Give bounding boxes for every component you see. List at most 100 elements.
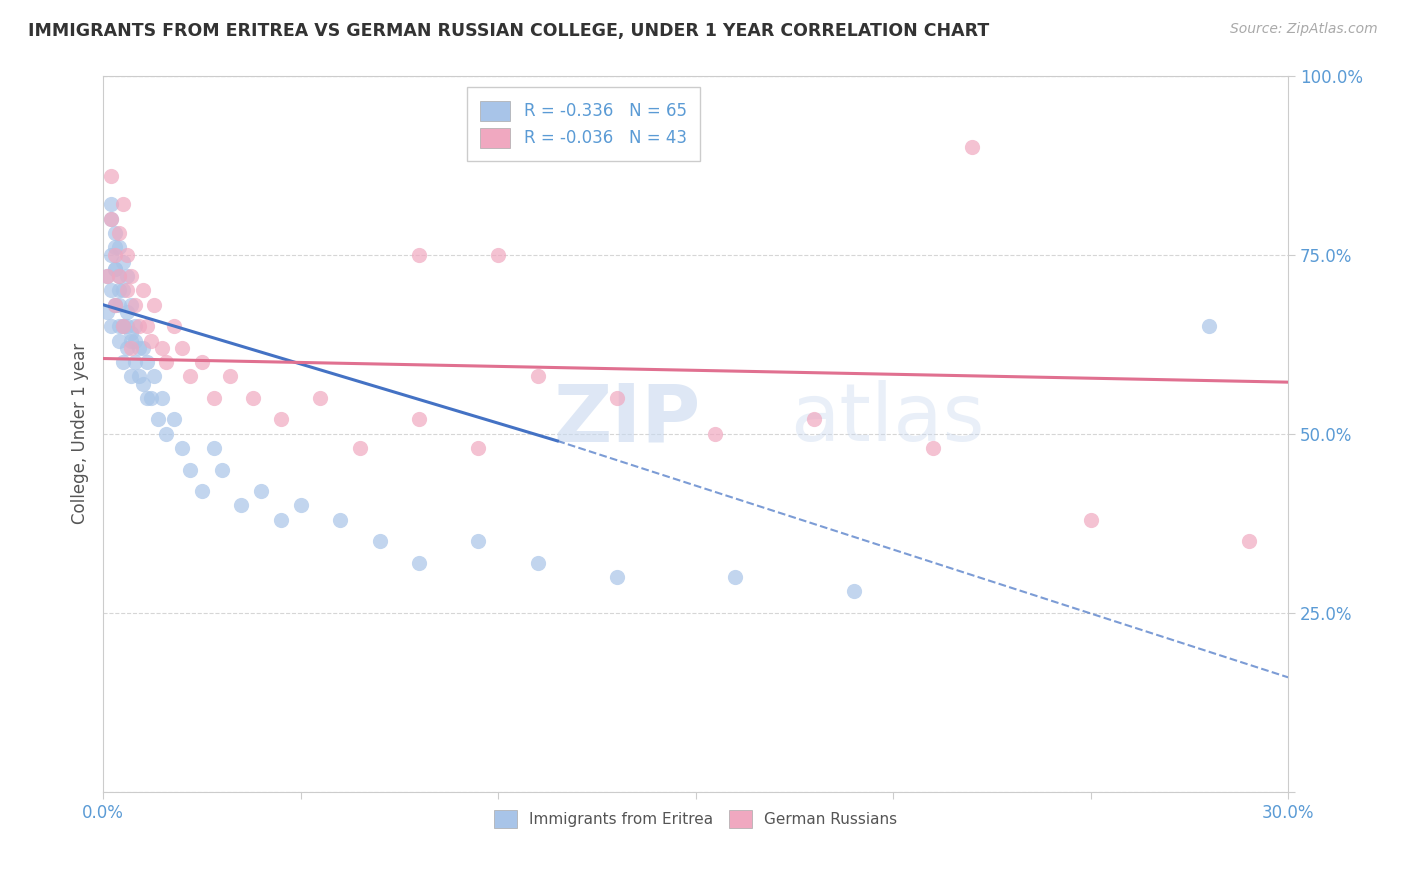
Point — [104, 262, 127, 277]
Point — [408, 556, 430, 570]
Point — [100, 197, 122, 211]
Point — [172, 341, 194, 355]
Point — [108, 319, 131, 334]
Point — [111, 319, 134, 334]
Point — [135, 319, 157, 334]
Text: IMMIGRANTS FROM ERITREA VS GERMAN RUSSIAN COLLEGE, UNDER 1 YEAR CORRELATION CHAR: IMMIGRANTS FROM ERITREA VS GERMAN RUSSIA… — [28, 22, 990, 40]
Point — [606, 570, 628, 584]
Point — [724, 570, 747, 584]
Point — [1080, 513, 1102, 527]
Point — [526, 556, 548, 570]
Point — [124, 298, 146, 312]
Point — [108, 298, 131, 312]
Point — [408, 412, 430, 426]
Point — [467, 534, 489, 549]
Point — [100, 284, 122, 298]
Point — [96, 269, 118, 284]
Point — [309, 391, 332, 405]
Point — [100, 211, 122, 226]
Point — [270, 513, 292, 527]
Point — [139, 391, 162, 405]
Point — [131, 341, 153, 355]
Point — [704, 426, 727, 441]
Point — [104, 247, 127, 261]
Point — [172, 441, 194, 455]
Point — [124, 355, 146, 369]
Point — [108, 269, 131, 284]
Point — [143, 298, 166, 312]
Point — [100, 211, 122, 226]
Point — [486, 247, 509, 261]
Point — [111, 355, 134, 369]
Point — [120, 334, 142, 348]
Point — [131, 284, 153, 298]
Point — [111, 197, 134, 211]
Point — [124, 334, 146, 348]
Point — [104, 298, 127, 312]
Point — [191, 355, 214, 369]
Point — [148, 412, 170, 426]
Text: Source: ZipAtlas.com: Source: ZipAtlas.com — [1230, 22, 1378, 37]
Point — [467, 441, 489, 455]
Point — [211, 462, 233, 476]
Point — [108, 334, 131, 348]
Point — [150, 391, 173, 405]
Point — [96, 269, 118, 284]
Point — [242, 391, 264, 405]
Point — [108, 284, 131, 298]
Point — [128, 341, 150, 355]
Point — [108, 226, 131, 240]
Point — [179, 462, 201, 476]
Point — [163, 319, 186, 334]
Point — [1237, 534, 1260, 549]
Point — [803, 412, 825, 426]
Point — [349, 441, 371, 455]
Point — [155, 426, 177, 441]
Point — [150, 341, 173, 355]
Point — [104, 298, 127, 312]
Point — [921, 441, 943, 455]
Point — [202, 441, 225, 455]
Point — [270, 412, 292, 426]
Point — [120, 298, 142, 312]
Point — [108, 240, 131, 254]
Point — [135, 391, 157, 405]
Point — [368, 534, 391, 549]
Point — [111, 284, 134, 298]
Point — [179, 369, 201, 384]
Point — [202, 391, 225, 405]
Point — [139, 334, 162, 348]
Legend: Immigrants from Eritrea, German Russians: Immigrants from Eritrea, German Russians — [488, 804, 903, 835]
Point — [111, 319, 134, 334]
Point — [131, 376, 153, 391]
Point — [120, 269, 142, 284]
Point — [163, 412, 186, 426]
Y-axis label: College, Under 1 year: College, Under 1 year — [72, 343, 89, 524]
Point — [100, 247, 122, 261]
Point — [143, 369, 166, 384]
Point — [115, 305, 138, 319]
Point — [155, 355, 177, 369]
Point — [124, 319, 146, 334]
Point — [135, 355, 157, 369]
Point — [128, 369, 150, 384]
Point — [104, 240, 127, 254]
Point — [231, 499, 253, 513]
Point — [104, 298, 127, 312]
Point — [111, 254, 134, 268]
Point — [290, 499, 312, 513]
Point — [606, 391, 628, 405]
Point — [191, 484, 214, 499]
Point — [218, 369, 240, 384]
Point — [120, 369, 142, 384]
Point — [329, 513, 352, 527]
Point — [120, 326, 142, 341]
Point — [115, 247, 138, 261]
Point — [115, 284, 138, 298]
Point — [1198, 319, 1220, 334]
Point — [128, 319, 150, 334]
Point — [96, 305, 118, 319]
Point — [842, 584, 865, 599]
Point — [408, 247, 430, 261]
Point — [104, 226, 127, 240]
